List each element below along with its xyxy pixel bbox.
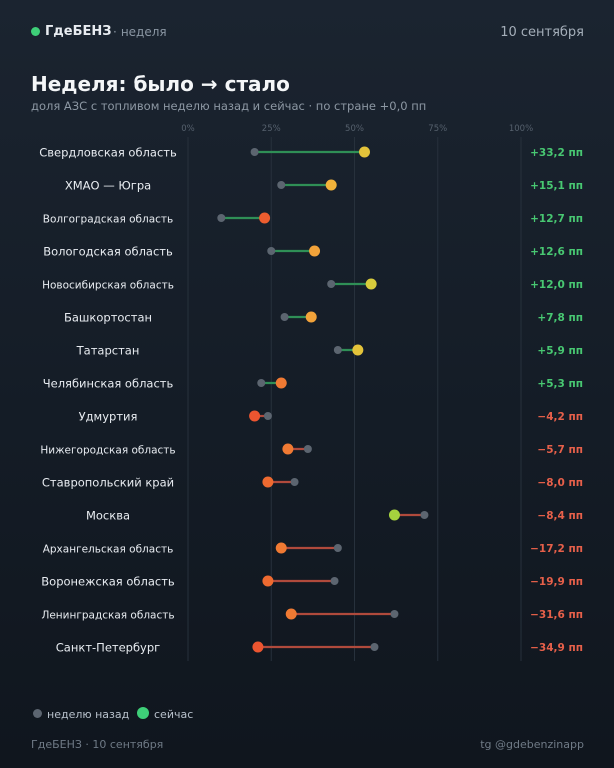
prev-point: [327, 280, 336, 288]
delta-label: −34,9 пп: [530, 642, 583, 654]
now-point: [275, 377, 287, 389]
header-date: 10 сентября: [500, 25, 584, 40]
delta-label: +12,7 пп: [530, 213, 583, 225]
period-text: неделя: [120, 25, 167, 39]
now-point: [262, 476, 274, 488]
header: ГдеБЕНЗ · неделя 10 сентября: [31, 24, 584, 44]
region-label: Челябинская область: [43, 377, 174, 391]
delta-label: −5,7 пп: [537, 444, 583, 456]
region-label: Башкортостан: [64, 311, 152, 325]
legend-prev-dot-icon: [33, 709, 42, 718]
region-label: Ленинградская область: [41, 610, 174, 622]
now-point: [365, 278, 377, 290]
prev-point: [370, 643, 379, 651]
region-label: ХМАО — Югра: [65, 179, 151, 193]
prev-point: [330, 577, 339, 585]
now-point: [309, 245, 321, 257]
delta-label: −4,2 пп: [537, 411, 583, 423]
prev-point: [333, 544, 342, 552]
brand-status-dot-icon: [31, 27, 40, 36]
prev-point: [420, 511, 429, 519]
prev-point: [263, 412, 272, 420]
now-point: [275, 542, 287, 554]
brand-name: ГдеБЕНЗ: [45, 24, 112, 39]
delta-label: −31,6 пп: [530, 609, 583, 621]
prev-point: [390, 610, 399, 618]
x-tick-label: 100%: [509, 124, 533, 134]
now-point: [305, 311, 317, 323]
prev-point: [333, 346, 342, 354]
delta-label: −17,2 пп: [530, 543, 583, 555]
legend-prev-label: неделю назад: [47, 708, 130, 721]
region-label: Санкт-Петербург: [56, 641, 160, 655]
delta-label: +7,8 пп: [537, 312, 583, 324]
delta-label: −8,0 пп: [537, 477, 583, 489]
region-label: Свердловская область: [39, 146, 177, 160]
footer-source: ГдеБЕНЗ · 10 сентября: [31, 738, 164, 751]
legend-now-label: сейчас: [154, 708, 194, 721]
prev-point: [217, 214, 226, 222]
prev-point: [290, 478, 299, 486]
region-label: Ставропольский край: [42, 476, 174, 490]
delta-label: +12,6 пп: [530, 246, 583, 258]
now-point: [325, 179, 337, 191]
legend-now-dot-icon: [137, 707, 149, 719]
prev-point: [257, 379, 266, 387]
prev-point: [303, 445, 312, 453]
region-label: Волгоградская область: [43, 214, 173, 226]
period-label: · неделя: [113, 25, 167, 39]
chart-title: Неделя: было → стало: [31, 72, 290, 96]
dumbbell-chart: 0% 25% 50% 75% 100% Свердловская область +33,2…: [39, 124, 583, 661]
x-tick-label: 0%: [181, 124, 195, 134]
now-point: [352, 344, 364, 356]
delta-label: +33,2 пп: [530, 147, 583, 159]
now-point: [358, 146, 370, 158]
delta-label: −8,4 пп: [537, 510, 583, 522]
now-point: [259, 212, 271, 224]
footer-channel-link[interactable]: tg @gdebenzinapp: [480, 738, 584, 751]
now-point: [285, 608, 297, 620]
x-tick-label: 75%: [428, 124, 447, 134]
region-label: Татарстан: [76, 344, 140, 358]
prev-point: [267, 247, 276, 255]
region-label: Нижегородская область: [40, 445, 175, 457]
prev-point: [280, 313, 289, 321]
delta-label: +15,1 пп: [530, 180, 583, 192]
region-label: Москва: [86, 509, 130, 523]
now-point: [252, 641, 264, 653]
x-tick-label: 50%: [345, 124, 364, 134]
delta-label: +5,3 пп: [537, 378, 583, 390]
x-tick-label: 25%: [262, 124, 281, 134]
region-label: Архангельская область: [43, 544, 174, 556]
now-point: [249, 410, 261, 422]
region-label: Новосибирская область: [42, 280, 174, 292]
region-label: Воронежская область: [41, 575, 175, 589]
region-label: Вологодская область: [43, 245, 173, 259]
delta-label: −19,9 пп: [530, 576, 583, 588]
prev-point: [277, 181, 286, 189]
now-point: [262, 575, 274, 587]
region-label: Удмуртия: [79, 410, 138, 424]
chart-subtitle: доля АЗС с топливом неделю назад и сейча…: [31, 99, 427, 113]
now-point: [282, 443, 294, 455]
prev-point: [250, 148, 259, 156]
now-point: [388, 509, 400, 521]
delta-label: +12,0 пп: [530, 279, 583, 291]
delta-label: +5,9 пп: [537, 345, 583, 357]
